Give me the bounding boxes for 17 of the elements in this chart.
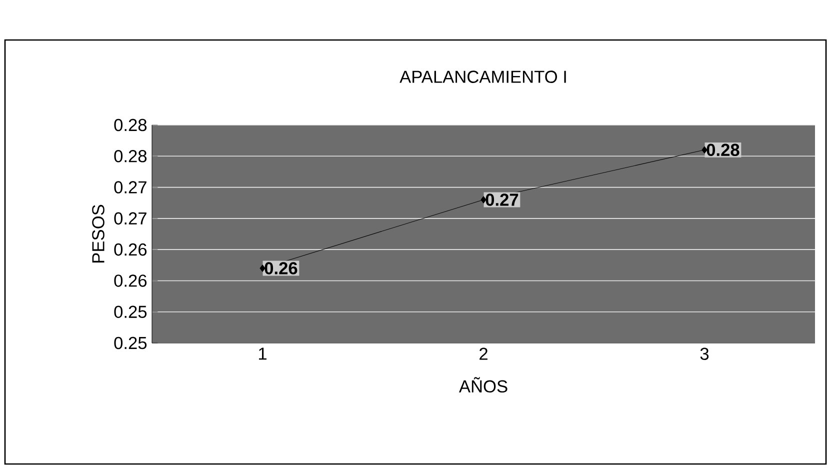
x-axis-title: AÑOS [458, 377, 508, 393]
y-tick-label: 0.26 [114, 243, 147, 256]
data-label: 0.26 [264, 262, 298, 274]
y-tick-label: 0.25 [114, 336, 147, 350]
data-label: 0.27 [486, 194, 518, 206]
y-tick-label: 0.28 [114, 118, 147, 132]
y-tick-label: 0.27 [114, 181, 146, 194]
x-tick-label: 1 [259, 348, 266, 360]
data-label: 0.28 [706, 144, 740, 156]
y-tick-label: 0.28 [114, 150, 147, 162]
y-axis-title: PESOS [92, 204, 104, 262]
x-tick-label: 3 [700, 348, 709, 360]
y-tick-label: 0.26 [114, 274, 147, 287]
x-tick-label: 2 [480, 348, 488, 360]
chart-title: APALANCAMIENTO I [400, 70, 566, 83]
y-tick-label: 0.25 [114, 306, 147, 318]
y-tick-label: 0.27 [114, 212, 146, 225]
